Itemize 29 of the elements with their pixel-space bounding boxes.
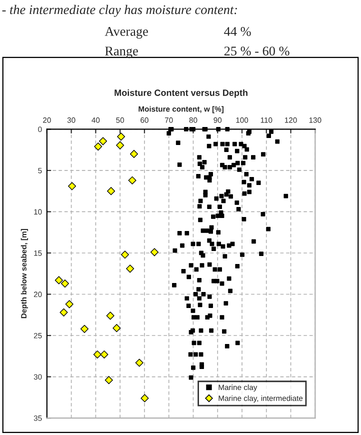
point	[150, 248, 158, 256]
chart-title: Moisture Content versus Depth	[114, 89, 248, 98]
point	[140, 394, 149, 402]
point	[60, 308, 68, 316]
point	[116, 141, 124, 150]
point	[65, 300, 74, 308]
point	[128, 176, 136, 184]
text: Average	[104, 27, 148, 39]
point	[135, 358, 144, 367]
point	[93, 350, 102, 359]
text: 25 % - 60 %	[224, 46, 290, 56]
point	[117, 132, 126, 141]
text: 44 %	[224, 27, 251, 36]
point	[80, 324, 89, 333]
point	[106, 312, 114, 320]
point	[112, 324, 121, 332]
point	[107, 187, 116, 196]
point	[94, 142, 102, 151]
point	[68, 182, 76, 190]
text: - the intermediate clay has moisture content:	[2, 4, 237, 17]
point	[100, 350, 108, 359]
text: Range	[105, 46, 138, 58]
point	[126, 264, 134, 273]
point	[98, 137, 108, 146]
point	[130, 150, 138, 158]
point	[104, 376, 113, 384]
point	[54, 276, 63, 284]
point	[60, 279, 69, 288]
point	[120, 250, 129, 259]
